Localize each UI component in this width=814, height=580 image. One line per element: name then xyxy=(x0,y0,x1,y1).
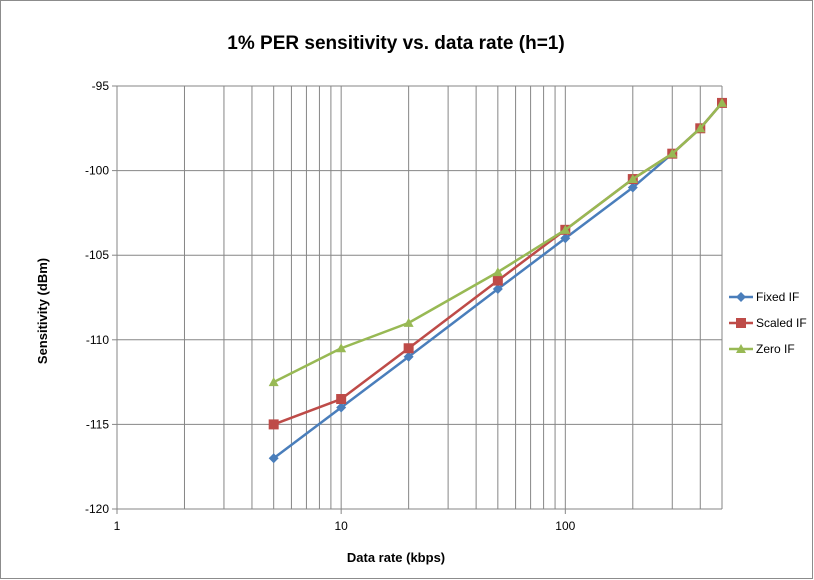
grid xyxy=(117,85,723,509)
legend-marker-zero-if xyxy=(736,344,746,353)
legend-label-zero-if: Zero IF xyxy=(756,342,795,356)
legend: Fixed IF Scaled IF Zero IF xyxy=(729,290,807,356)
data-point-zero-if xyxy=(403,317,414,327)
x-tick-label: 100 xyxy=(555,519,575,533)
data-point-fixed-if xyxy=(336,402,347,413)
y-tick-label: -100 xyxy=(85,164,109,178)
legend-item-scaled-if: Scaled IF xyxy=(729,316,807,330)
y-tick-label: -95 xyxy=(92,79,110,93)
data-point-zero-if xyxy=(268,377,279,387)
y-tick-label: -120 xyxy=(85,502,109,516)
data-point-zero-if xyxy=(336,343,347,353)
chart-title: 1% PER sensitivity vs. data rate (h=1) xyxy=(227,33,564,54)
data-point-scaled-if xyxy=(268,419,279,430)
data-point-fixed-if xyxy=(403,351,414,362)
data-point-zero-if xyxy=(492,267,503,277)
data-point-zero-if xyxy=(667,148,678,158)
data-point-fixed-if xyxy=(268,453,279,464)
data-point-zero-if xyxy=(560,224,571,234)
x-tick-label: 1 xyxy=(114,519,121,533)
legend-marker-fixed-if xyxy=(736,292,746,302)
y-tick-label: -110 xyxy=(86,333,109,347)
y-tick-label: -115 xyxy=(86,417,109,431)
legend-item-zero-if: Zero IF xyxy=(729,342,795,356)
y-tick-label: -105 xyxy=(85,248,109,262)
x-tick-label: 10 xyxy=(334,519,348,533)
x-axis-title: Data rate (kbps) xyxy=(347,550,445,565)
data-point-fixed-if xyxy=(492,284,503,295)
legend-label-fixed-if: Fixed IF xyxy=(756,290,799,304)
data-point-zero-if xyxy=(717,97,727,107)
data-point-zero-if xyxy=(695,123,706,133)
legend-item-fixed-if: Fixed IF xyxy=(729,290,799,304)
y-axis-title: Sensitivity (dBm) xyxy=(35,258,50,364)
legend-label-scaled-if: Scaled IF xyxy=(756,316,807,330)
data-point-zero-if xyxy=(627,174,638,184)
tick-labels: 1 10 100 -120 -115 -110 -105 -100 -95 xyxy=(85,79,576,533)
data-point-scaled-if xyxy=(492,275,503,286)
data-point-scaled-if xyxy=(403,343,414,354)
series-zero-if xyxy=(268,97,727,387)
data-point-fixed-if xyxy=(560,233,571,244)
axes xyxy=(112,85,722,514)
series xyxy=(268,97,727,464)
data-point-scaled-if xyxy=(336,394,347,405)
legend-marker-scaled-if xyxy=(736,318,746,328)
data-point-fixed-if xyxy=(627,182,638,193)
